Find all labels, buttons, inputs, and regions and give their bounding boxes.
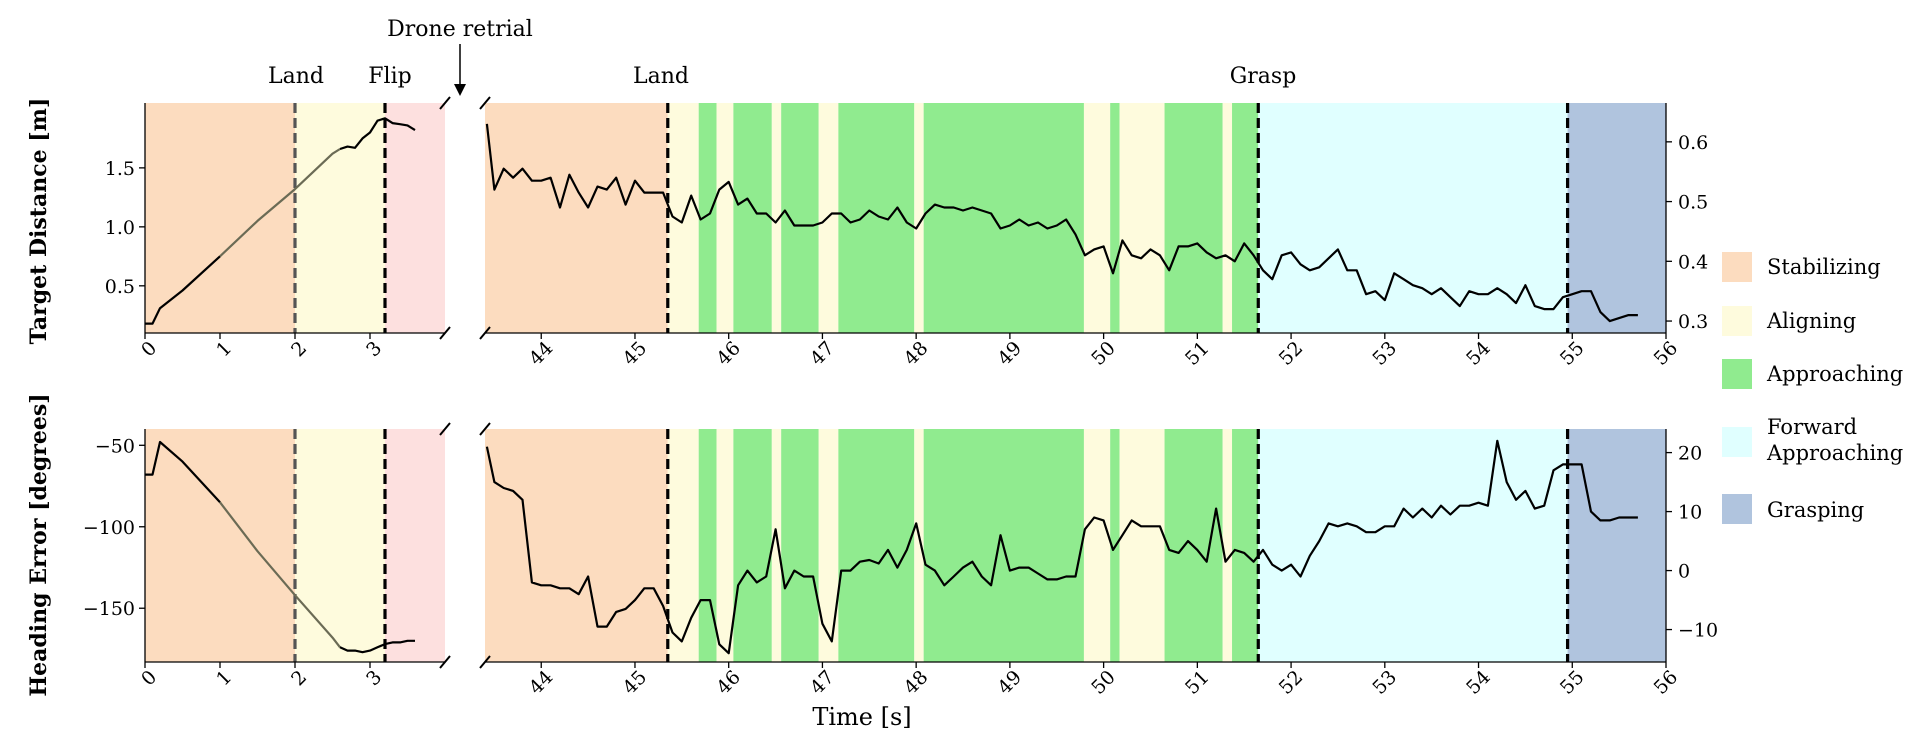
phase-band-drone-retrial [385,103,445,333]
legend-swatch-forward-approaching [1722,427,1752,457]
data-line [485,123,1638,323]
y-tick-label: 10 [1678,502,1702,524]
y-tick-label: 0.5 [105,276,135,298]
phase-band-approaching [733,429,772,662]
phase-band-aligning [716,429,734,662]
legend-swatch-stabilizing [1722,252,1752,282]
legend-label-approaching: Approaching [1766,362,1903,386]
phase-band-aligning [1222,429,1233,662]
phase-band-aligning [914,429,924,662]
data-line-end [339,117,416,151]
phase-band-aligning [1222,103,1233,333]
phase-band-approaching [838,103,915,333]
y-tick-label: 0 [1678,561,1690,583]
annotation-land-right: Land [633,64,689,89]
annotation-grasp: Grasp [1230,64,1297,89]
y-tick-label: 0.5 [1678,192,1708,214]
annotation-flip: Flip [368,64,411,89]
phase-band-aligning [716,103,734,333]
y-tick-label: −100 [83,517,135,539]
phase-band-forward-approaching [1258,103,1568,333]
phase-band-approaching [1232,103,1259,333]
phase-band-approaching [698,429,717,662]
phase-band-aligning [771,429,782,662]
phase-band-aligning [667,429,699,662]
legend-label-line: Forward [1767,415,1857,439]
legend-swatch-grasping [1722,494,1752,524]
legend: Stabilizing Aligning Approaching Forward… [1722,252,1903,524]
top-ylabel: Target Distance [m] [26,98,52,345]
data-line-start [145,255,221,325]
phase-band-drone-retrial [385,429,445,662]
y-tick-label: 1.5 [105,158,135,180]
phase-band-stabilizing [485,429,668,662]
phase-band-grasping [1567,103,1666,333]
phase-band-aligning [818,429,839,662]
data-line-start [145,440,221,504]
phase-band-forward-approaching [1258,429,1568,662]
legend-swatch-aligning [1722,306,1752,336]
legend-label-aligning: Aligning [1766,309,1856,333]
y-tick-label: 1.0 [105,217,135,239]
legend-label-forward-approaching: Forward Approaching [1766,415,1903,465]
phase-band-approaching [733,103,772,333]
phase-band-aligning [771,103,782,333]
y-tick-label: 0.4 [1678,251,1708,273]
y-tick-label: −50 [95,435,135,457]
annotation-land-left: Land [268,64,324,89]
axis-break-mark [439,655,451,669]
phase-band-aligning [1119,429,1165,662]
drone-retrial-arrow-head [454,84,466,96]
phase-band-approaching [1110,103,1120,333]
y-tick-label: −10 [1678,620,1718,642]
phase-band-stabilizing [485,103,668,333]
phase-band-approaching [1232,429,1259,662]
phase-band-grasping [1567,429,1666,662]
phase-band-aligning [914,103,924,333]
phase-band-approaching [781,429,819,662]
phase-band-stabilizing [145,103,295,333]
axis-break-mark [479,96,491,110]
data-line-interpolated [219,501,341,648]
axis-break-mark [439,422,451,436]
phase-band-approaching [838,429,915,662]
phase-band-approaching [923,103,1084,333]
bottom-ylabel: Heading Error [degrees] [26,393,52,696]
phase-band-aligning [1119,103,1165,333]
y-tick-label: 0.3 [1678,311,1708,333]
axis-break-mark [479,655,491,669]
phase-band-approaching [1164,103,1223,333]
phase-band-aligning [1083,103,1111,333]
axis-break-mark [439,96,451,110]
y-tick-label: −150 [83,598,135,620]
phase-band-approaching [698,103,717,333]
phase-band-aligning [295,103,385,333]
legend-label-line: Approaching [1766,441,1903,465]
annotation-drone-retrial: Drone retrial [387,17,533,42]
y-tick-label: 20 [1678,443,1702,465]
data-line [485,439,1638,655]
axis-break-mark [479,326,491,340]
legend-label-stabilizing: Stabilizing [1767,255,1881,279]
y-tick-label: 0.6 [1678,132,1708,154]
data-line-end [339,639,415,654]
top-right-panel: 44 45 46 47 48 49 50 51 52 53 54 55 560.30.40.50.6 [479,96,1708,370]
axis-break-mark [439,326,451,340]
axis-break-mark [479,422,491,436]
phase-band-aligning [1083,429,1111,662]
data-line-interpolated [219,148,341,258]
legend-label-grasping: Grasping [1767,498,1864,522]
phase-band-approaching [781,103,819,333]
legend-swatch-approaching [1722,359,1752,389]
top-left-panel: 0 1 2 30.51.01.5 [105,96,451,361]
phase-band-stabilizing [145,429,295,662]
phase-band-aligning [295,429,385,662]
x-axis-label: Time [s] [812,703,911,731]
